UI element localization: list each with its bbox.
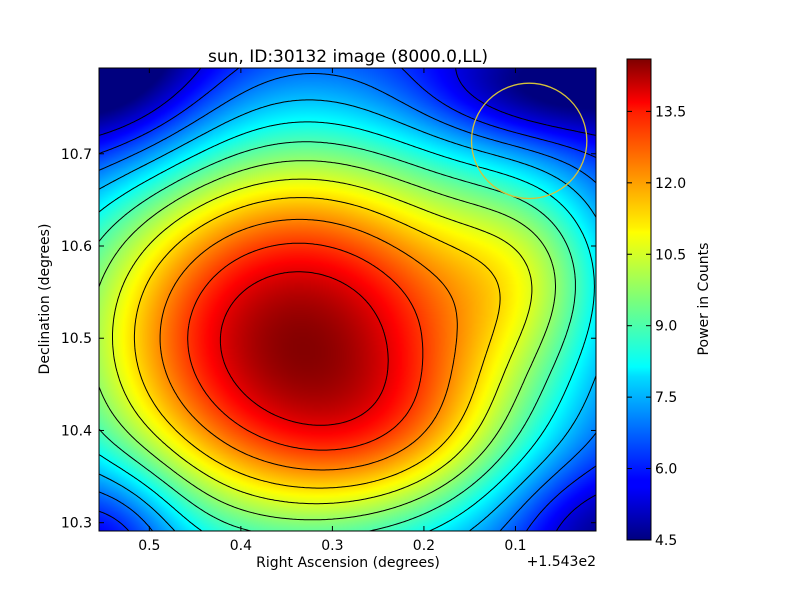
y-tick-label: 10.3 <box>61 516 92 532</box>
contour-line <box>99 68 596 531</box>
colorbar-tick-label: 9.0 <box>655 319 677 335</box>
x-tick-label: 0.2 <box>413 538 435 554</box>
colorbar-tick-label: 7.5 <box>655 390 677 406</box>
contour-line <box>99 99 596 531</box>
x-tick-label: 0.3 <box>321 538 343 554</box>
colorbar-label: Power in Counts <box>696 243 712 356</box>
colorbar-tick-label: 10.5 <box>655 247 686 263</box>
plot-frame <box>98 67 597 532</box>
x-tick-label: 0.1 <box>504 538 526 554</box>
y-tick-label: 10.6 <box>61 239 92 255</box>
heatmap-image <box>99 68 596 531</box>
contour-line <box>99 160 556 521</box>
y-tick-label: 10.7 <box>61 147 92 163</box>
x-offset-label: +1.543e2 <box>527 554 596 570</box>
y-tick-label: 10.5 <box>61 331 92 347</box>
contour-line <box>99 73 596 531</box>
contour-line <box>99 121 595 531</box>
contour-line <box>219 271 389 426</box>
x-axis-label: Right Ascension (degrees) <box>256 555 440 571</box>
y-tick-label: 10.4 <box>61 423 92 439</box>
colorbar-tick-label: 4.5 <box>655 533 677 549</box>
colorbar-ticks: 4.5 6.0 7.5 9.0 10.5 12.0 13.5 <box>627 104 686 549</box>
y-axis-label: Declination (degrees) <box>37 224 53 375</box>
contour-line <box>99 68 596 531</box>
y-axis-ticks: 10.3 10.4 10.5 10.6 10.7 <box>61 147 596 532</box>
colorbar-gradient <box>626 58 652 541</box>
x-tick-label: 0.4 <box>230 538 252 554</box>
plot-area: 0.5 0.4 0.3 0.2 0.1 10.3 10.4 10.5 10.6 10.7 <box>61 67 597 554</box>
contour-line <box>133 197 501 489</box>
contour-line <box>112 178 533 505</box>
x-axis-ticks: 0.5 0.4 0.3 0.2 0.1 <box>138 68 527 554</box>
colorbar-tick-label: 12.0 <box>655 176 686 192</box>
colorbar-tick-label: 13.5 <box>655 104 686 120</box>
colorbar: 4.5 6.0 7.5 9.0 10.5 12.0 13.5 Power in Counts <box>626 58 712 549</box>
contour-line <box>159 218 458 471</box>
contour-line <box>187 242 424 451</box>
x-tick-label: 0.5 <box>138 538 160 554</box>
contour-lines <box>99 68 596 531</box>
beam-circle <box>470 82 588 200</box>
colorbar-tick-label: 6.0 <box>655 462 677 478</box>
chart-title: sun, ID:30132 image (8000.0,LL) <box>208 47 488 67</box>
